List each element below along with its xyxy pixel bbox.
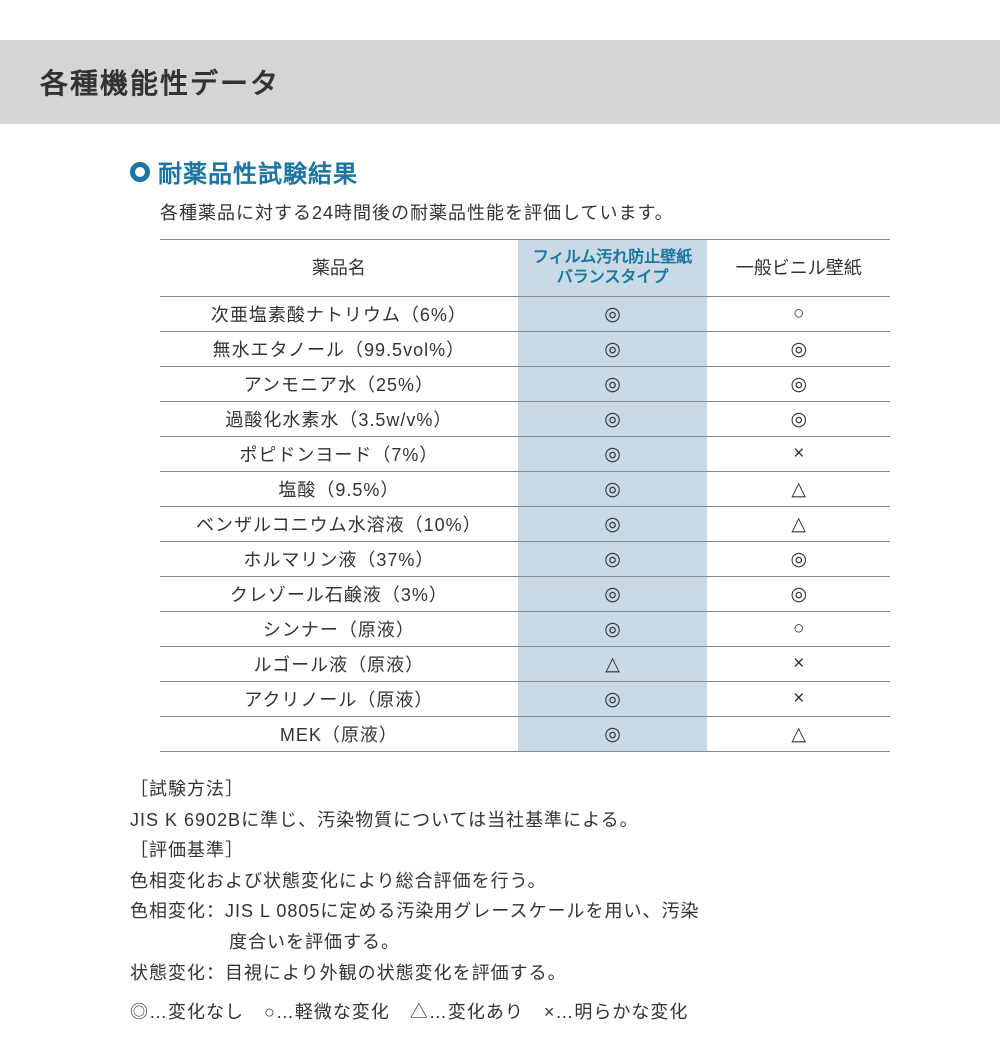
- legend-item: ○…軽微な変化: [264, 1002, 390, 1022]
- cell-film-rating: ◎: [518, 682, 708, 717]
- cell-chemical-name: アンモニア水（25%）: [160, 367, 518, 402]
- table-row: ポピドンヨード（7%）◎×: [160, 437, 890, 472]
- method-text: JIS K 6902Bに準じ、汚染物質については当社基準による。: [130, 805, 890, 836]
- cell-film-rating: ◎: [518, 507, 708, 542]
- cell-chemical-name: シンナー（原液）: [160, 612, 518, 647]
- legend-item: △…変化あり: [410, 1002, 524, 1022]
- cell-film-rating: △: [518, 647, 708, 682]
- cell-chemical-name: 次亜塩素酸ナトリウム（6%）: [160, 297, 518, 332]
- cell-film-rating: ◎: [518, 297, 708, 332]
- content-area: 耐薬品性試験結果 各種薬品に対する24時間後の耐薬品性能を評価しています。 薬品…: [0, 124, 1000, 1054]
- table-row: 次亜塩素酸ナトリウム（6%）◎○: [160, 297, 890, 332]
- col-header-film-line1: フィルム汚れ防止壁紙: [533, 249, 692, 266]
- table-row: ベンザルコニウム水溶液（10%）◎△: [160, 507, 890, 542]
- criteria-text-1: 色相変化および状態変化により総合評価を行う。: [130, 866, 890, 897]
- table-row: 過酸化水素水（3.5w/v%）◎◎: [160, 402, 890, 437]
- col-header-film-line2: バランスタイプ: [557, 269, 669, 286]
- cell-vinyl-rating: ○: [707, 612, 890, 647]
- col-header-vinyl-wallpaper: 一般ビニル壁紙: [707, 240, 890, 297]
- cell-film-rating: ◎: [518, 612, 708, 647]
- method-label: ［試験方法］: [130, 774, 890, 805]
- table-row: 無水エタノール（99.5vol%）◎◎: [160, 332, 890, 367]
- criteria-text-2a: 色相変化：JIS L 0805に定める汚染用グレースケールを用い、汚染: [130, 896, 890, 927]
- cell-film-rating: ◎: [518, 717, 708, 752]
- col-header-film-wallpaper: フィルム汚れ防止壁紙 バランスタイプ: [518, 240, 708, 297]
- criteria-text-3: 状態変化：目視により外観の状態変化を評価する。: [130, 958, 890, 989]
- cell-chemical-name: 塩酸（9.5%）: [160, 472, 518, 507]
- table-row: アクリノール（原液）◎×: [160, 682, 890, 717]
- cell-vinyl-rating: ◎: [707, 577, 890, 612]
- cell-vinyl-rating: ◎: [707, 542, 890, 577]
- table-row: シンナー（原液）◎○: [160, 612, 890, 647]
- cell-vinyl-rating: ×: [707, 682, 890, 717]
- criteria-label: ［評価基準］: [130, 835, 890, 866]
- cell-film-rating: ◎: [518, 437, 708, 472]
- table-row: MEK（原液）◎△: [160, 717, 890, 752]
- title-bar: 各種機能性データ: [0, 40, 1000, 124]
- section-heading-text: 耐薬品性試験結果: [158, 154, 358, 189]
- cell-chemical-name: 無水エタノール（99.5vol%）: [160, 332, 518, 367]
- cell-vinyl-rating: ×: [707, 647, 890, 682]
- cell-vinyl-rating: ◎: [707, 402, 890, 437]
- cell-chemical-name: ポピドンヨード（7%）: [160, 437, 518, 472]
- chemical-resistance-table: 薬品名 フィルム汚れ防止壁紙 バランスタイプ 一般ビニル壁紙 次亜塩素酸ナトリウ…: [160, 239, 890, 752]
- cell-vinyl-rating: ×: [707, 437, 890, 472]
- cell-film-rating: ◎: [518, 542, 708, 577]
- cell-film-rating: ◎: [518, 367, 708, 402]
- section-heading: 耐薬品性試験結果: [130, 154, 890, 189]
- cell-chemical-name: クレゾール石鹸液（3%）: [160, 577, 518, 612]
- legend-item: ◎…変化なし: [130, 1002, 244, 1022]
- ring-bullet-icon: [130, 162, 150, 182]
- cell-vinyl-rating: ◎: [707, 367, 890, 402]
- table-body: 次亜塩素酸ナトリウム（6%）◎○無水エタノール（99.5vol%）◎◎アンモニア…: [160, 297, 890, 752]
- cell-chemical-name: 過酸化水素水（3.5w/v%）: [160, 402, 518, 437]
- cell-chemical-name: ベンザルコニウム水溶液（10%）: [160, 507, 518, 542]
- cell-chemical-name: アクリノール（原液）: [160, 682, 518, 717]
- legend: ◎…変化なし ○…軽微な変化 △…変化あり ×…明らかな変化: [130, 998, 890, 1024]
- cell-vinyl-rating: △: [707, 507, 890, 542]
- table-row: クレゾール石鹸液（3%）◎◎: [160, 577, 890, 612]
- cell-vinyl-rating: ◎: [707, 332, 890, 367]
- cell-chemical-name: MEK（原液）: [160, 717, 518, 752]
- notes-block: ［試験方法］ JIS K 6902Bに準じ、汚染物質については当社基準による。 …: [130, 774, 890, 988]
- table-row: ルゴール液（原液）△×: [160, 647, 890, 682]
- legend-item: ×…明らかな変化: [544, 1002, 689, 1022]
- table-row: アンモニア水（25%）◎◎: [160, 367, 890, 402]
- cell-film-rating: ◎: [518, 577, 708, 612]
- cell-vinyl-rating: △: [707, 717, 890, 752]
- criteria-text-2b: 度合いを評価する。: [130, 927, 890, 958]
- page-title: 各種機能性データ: [40, 62, 960, 102]
- cell-film-rating: ◎: [518, 332, 708, 367]
- table-row: ホルマリン液（37%）◎◎: [160, 542, 890, 577]
- section-description: 各種薬品に対する24時間後の耐薬品性能を評価しています。: [160, 199, 890, 225]
- cell-film-rating: ◎: [518, 472, 708, 507]
- cell-chemical-name: ルゴール液（原液）: [160, 647, 518, 682]
- col-header-chemical-name: 薬品名: [160, 240, 518, 297]
- cell-vinyl-rating: ○: [707, 297, 890, 332]
- cell-film-rating: ◎: [518, 402, 708, 437]
- cell-chemical-name: ホルマリン液（37%）: [160, 542, 518, 577]
- table-header-row: 薬品名 フィルム汚れ防止壁紙 バランスタイプ 一般ビニル壁紙: [160, 240, 890, 297]
- table-row: 塩酸（9.5%）◎△: [160, 472, 890, 507]
- cell-vinyl-rating: △: [707, 472, 890, 507]
